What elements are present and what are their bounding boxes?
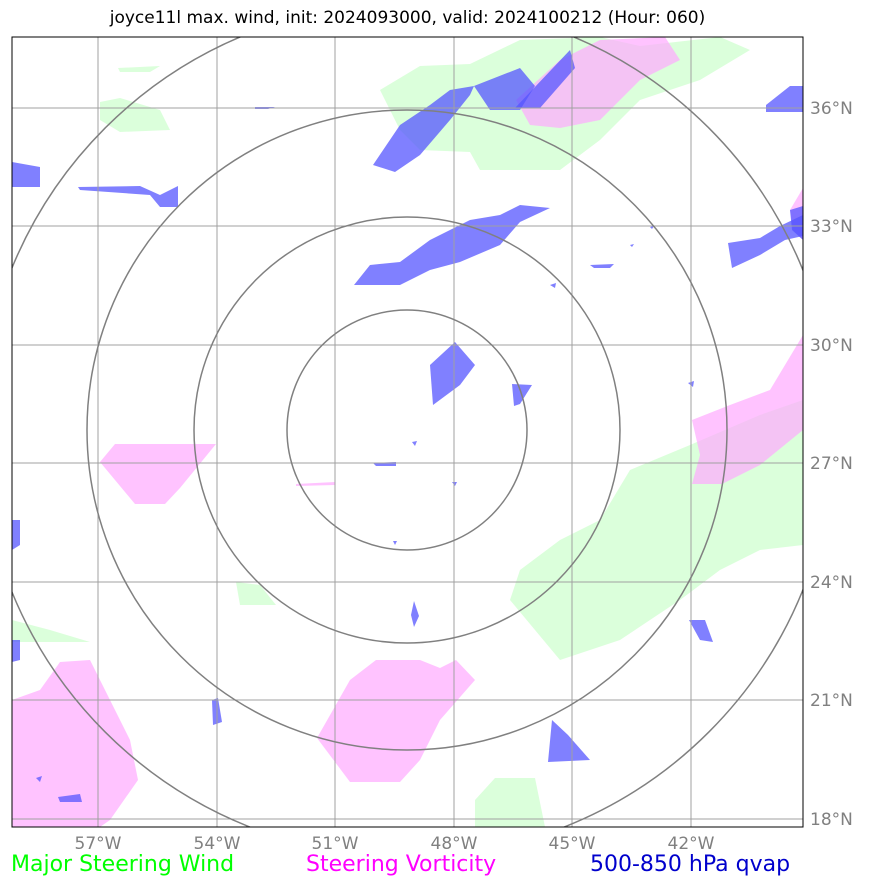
qvap-area bbox=[630, 244, 634, 247]
range-rings bbox=[12, 37, 803, 827]
lat-label: 30°N bbox=[810, 336, 853, 356]
legend-steering-wind: Major Steering Wind bbox=[11, 852, 235, 877]
vorticity-area bbox=[12, 660, 138, 827]
lat-label: 36°N bbox=[810, 99, 853, 119]
qvap-area bbox=[411, 601, 419, 627]
lon-label: 42°W bbox=[668, 834, 715, 854]
qvap-area bbox=[728, 215, 803, 268]
wind-area bbox=[236, 582, 276, 605]
wind-area bbox=[12, 620, 90, 642]
legend-qvap: 500-850 hPa qvap bbox=[590, 852, 791, 877]
qvap-area bbox=[354, 205, 550, 285]
qvap-area bbox=[12, 640, 20, 662]
qvap-area bbox=[474, 68, 535, 110]
qvap-area bbox=[12, 520, 20, 550]
legend-steering-vorticity: Steering Vorticity bbox=[306, 852, 497, 877]
lat-label: 18°N bbox=[810, 810, 853, 830]
qvap-area bbox=[78, 186, 178, 207]
qvap-area bbox=[412, 441, 417, 446]
lon-label: 54°W bbox=[194, 834, 241, 854]
qvap-layer bbox=[12, 50, 803, 802]
vorticity-area bbox=[100, 444, 216, 504]
qvap-area bbox=[689, 620, 713, 642]
vorticity-area bbox=[516, 37, 680, 128]
vorticity-area bbox=[692, 335, 803, 484]
qvap-area bbox=[590, 264, 614, 268]
wind-area bbox=[118, 66, 160, 72]
map-frame bbox=[11, 36, 804, 828]
qvap-area bbox=[650, 226, 654, 229]
map-title: joyce11l max. wind, init: 2024093000, va… bbox=[109, 8, 706, 28]
lon-label: 48°W bbox=[431, 834, 478, 854]
qvap-area bbox=[58, 794, 82, 802]
qvap-area bbox=[36, 776, 42, 782]
longitude-labels: 57°W 54°W 51°W 48°W 45°W 42°W bbox=[75, 834, 715, 854]
qvap-area bbox=[430, 342, 475, 405]
lat-label: 21°N bbox=[810, 691, 853, 711]
lon-label: 57°W bbox=[75, 834, 122, 854]
qvap-area bbox=[515, 50, 575, 108]
range-ring bbox=[86, 109, 728, 751]
vorticity-area bbox=[296, 482, 335, 486]
lat-label: 27°N bbox=[810, 454, 853, 474]
range-ring bbox=[193, 216, 621, 644]
qvap-area bbox=[790, 206, 803, 240]
qvap-area bbox=[548, 720, 590, 762]
range-ring bbox=[286, 309, 528, 551]
lat-label: 24°N bbox=[810, 573, 853, 593]
qvap-area bbox=[12, 162, 40, 187]
wind-area bbox=[475, 778, 545, 827]
qvap-area bbox=[393, 541, 397, 545]
graticule bbox=[12, 37, 803, 827]
vorticity-area bbox=[317, 660, 475, 782]
qvap-area bbox=[550, 283, 556, 288]
qvap-area bbox=[766, 86, 803, 112]
latitude-labels: 36°N 33°N 30°N 27°N 24°N 21°N 18°N bbox=[810, 99, 853, 830]
lon-label: 51°W bbox=[312, 834, 359, 854]
lat-label: 33°N bbox=[810, 217, 853, 237]
lon-label: 45°W bbox=[549, 834, 596, 854]
wind-area bbox=[100, 98, 170, 132]
steering-vorticity-layer bbox=[12, 37, 803, 827]
